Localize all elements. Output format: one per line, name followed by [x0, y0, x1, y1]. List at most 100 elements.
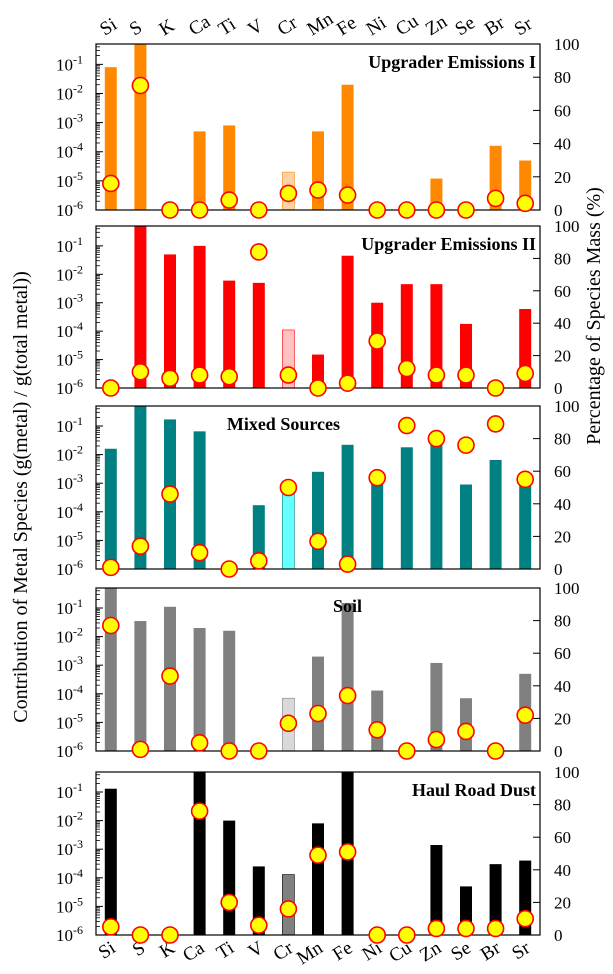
bar-Ca: [193, 245, 206, 388]
percent-marker-Cr: [279, 366, 298, 384]
y-axis-right-label: Percentage of Species Mass (%): [583, 187, 605, 445]
left-tick-label: 10-1: [56, 234, 83, 256]
percent-marker-Br: [486, 919, 505, 938]
left-tick-label: 10-5: [56, 710, 83, 732]
right-tick-label: 100: [554, 217, 580, 236]
panel-3: 10-6 10-5 10-4 10-3 10-2 10-1 0 20 40 60 80 100 Mixe…: [56, 397, 580, 579]
percent-marker-Cr: [279, 478, 298, 497]
percent-marker-Fe: [338, 686, 357, 705]
percent-marker-Ni: [368, 332, 387, 350]
left-tick-label: 10-1: [56, 780, 83, 802]
bar-Ti: [223, 280, 236, 388]
left-tick-label: 10-3: [56, 471, 83, 493]
right-tick-label: 20: [554, 709, 571, 728]
right-tick-label: 80: [554, 612, 571, 631]
left-tick-label: 10-4: [56, 319, 83, 341]
percent-marker-Zn: [427, 429, 446, 448]
percent-marker-Mn: [309, 846, 327, 864]
panel-5: 10-6 10-5 10-4 10-3 10-2 10-1 0 20 40 60 80 100 Haul…: [56, 763, 580, 945]
percent-marker-K: [161, 369, 179, 388]
percent-marker-Si: [102, 379, 120, 397]
bar-Si: [104, 67, 117, 210]
bar-Ni: [371, 690, 384, 751]
bar-Ca: [193, 131, 206, 210]
bar-Mn: [312, 823, 324, 935]
right-tick-label: 40: [554, 861, 571, 880]
left-tick-label: 10-6: [56, 557, 83, 579]
percent-marker-Cr: [279, 184, 298, 203]
panel-2: 10-6 10-5 10-4 10-3 10-2 10-1 0 20 40 60 80 100 Upgr…: [56, 217, 580, 398]
top-element-label: K: [156, 15, 179, 40]
percent-marker-Ti: [220, 191, 238, 209]
bar-Fe: [341, 444, 354, 569]
right-tick-label: 0: [554, 560, 563, 579]
percent-marker-Ca: [190, 734, 209, 752]
bar-Si: [104, 448, 117, 569]
bar-Ti: [223, 630, 236, 751]
bar-Fe: [341, 602, 354, 751]
right-tick-label: 40: [554, 135, 571, 154]
bar-Zn: [430, 845, 443, 935]
top-element-label: Ti: [215, 14, 240, 40]
percent-marker-Ti: [220, 560, 238, 578]
bottom-element-label: Mn: [293, 937, 327, 969]
right-tick-label: 60: [554, 828, 571, 847]
percent-marker-Si: [102, 174, 120, 193]
panel-title: Haul Road Dust: [412, 780, 536, 800]
panel-4: 10-6 10-5 10-4 10-3 10-2 10-1 0 20 40 60 80 100 Soil: [56, 579, 580, 761]
right-tick-label: 100: [554, 579, 580, 598]
panel-title: Soil: [333, 596, 362, 616]
left-tick-label: 10-3: [56, 837, 83, 859]
bar-Mn: [312, 354, 324, 388]
left-tick-label: 10-6: [56, 923, 83, 945]
left-tick-label: 10-3: [56, 653, 83, 675]
bottom-element-label: Si: [95, 937, 120, 963]
percent-marker-Ca: [190, 543, 209, 562]
right-tick-label: 80: [554, 796, 571, 815]
percent-marker-Si: [102, 616, 120, 635]
left-tick-label: 10-5: [56, 169, 83, 191]
top-element-label: Si: [96, 14, 121, 40]
bar-S: [134, 621, 147, 751]
left-tick-label: 10-6: [56, 198, 83, 220]
left-tick-label: 10-1: [56, 596, 83, 618]
bar-Cu: [400, 447, 413, 569]
percent-marker-S: [131, 537, 150, 555]
percent-marker-Ni: [368, 201, 387, 219]
percent-marker-Zn: [427, 919, 446, 938]
bar-S: [134, 226, 147, 388]
bottom-element-label: Ti: [213, 937, 238, 963]
right-tick-label: 20: [554, 347, 571, 366]
percent-marker-Se: [457, 436, 475, 454]
bar-Zn: [430, 662, 443, 751]
right-tick-label: 80: [554, 430, 571, 449]
bar-Ti: [223, 125, 236, 210]
top-element-label: Ca: [185, 11, 215, 40]
percent-marker-Fe: [338, 555, 357, 573]
percent-marker-Cu: [397, 416, 416, 435]
percent-marker-S: [131, 362, 150, 381]
percent-marker-Cu: [397, 926, 416, 944]
percent-marker-V: [249, 742, 268, 760]
left-tick-label: 10-5: [56, 528, 83, 550]
percent-marker-Br: [486, 379, 505, 397]
right-tick-label: 100: [554, 763, 580, 782]
right-tick-label: 60: [554, 101, 571, 120]
bar-Se: [460, 484, 472, 569]
percent-marker-Sr: [516, 470, 535, 489]
percent-marker-V: [249, 916, 268, 935]
left-tick-label: 10-4: [56, 866, 83, 888]
percent-marker-V: [249, 552, 268, 570]
left-tick-label: 10-4: [56, 500, 83, 522]
percent-marker-S: [131, 76, 150, 95]
percent-marker-Ti: [220, 367, 238, 386]
right-tick-label: 80: [554, 68, 571, 87]
bottom-element-label: V: [245, 937, 268, 962]
percent-marker-Zn: [427, 201, 446, 219]
bar-Zn: [430, 284, 443, 388]
left-tick-label: 10-2: [56, 625, 83, 647]
percent-marker-Si: [102, 558, 120, 577]
percent-marker-Ni: [368, 926, 387, 944]
right-tick-label: 60: [554, 644, 571, 663]
